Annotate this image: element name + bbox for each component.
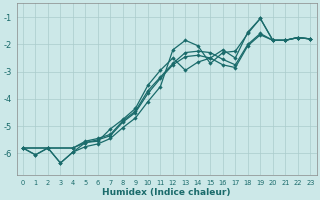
X-axis label: Humidex (Indice chaleur): Humidex (Indice chaleur) — [102, 188, 231, 197]
